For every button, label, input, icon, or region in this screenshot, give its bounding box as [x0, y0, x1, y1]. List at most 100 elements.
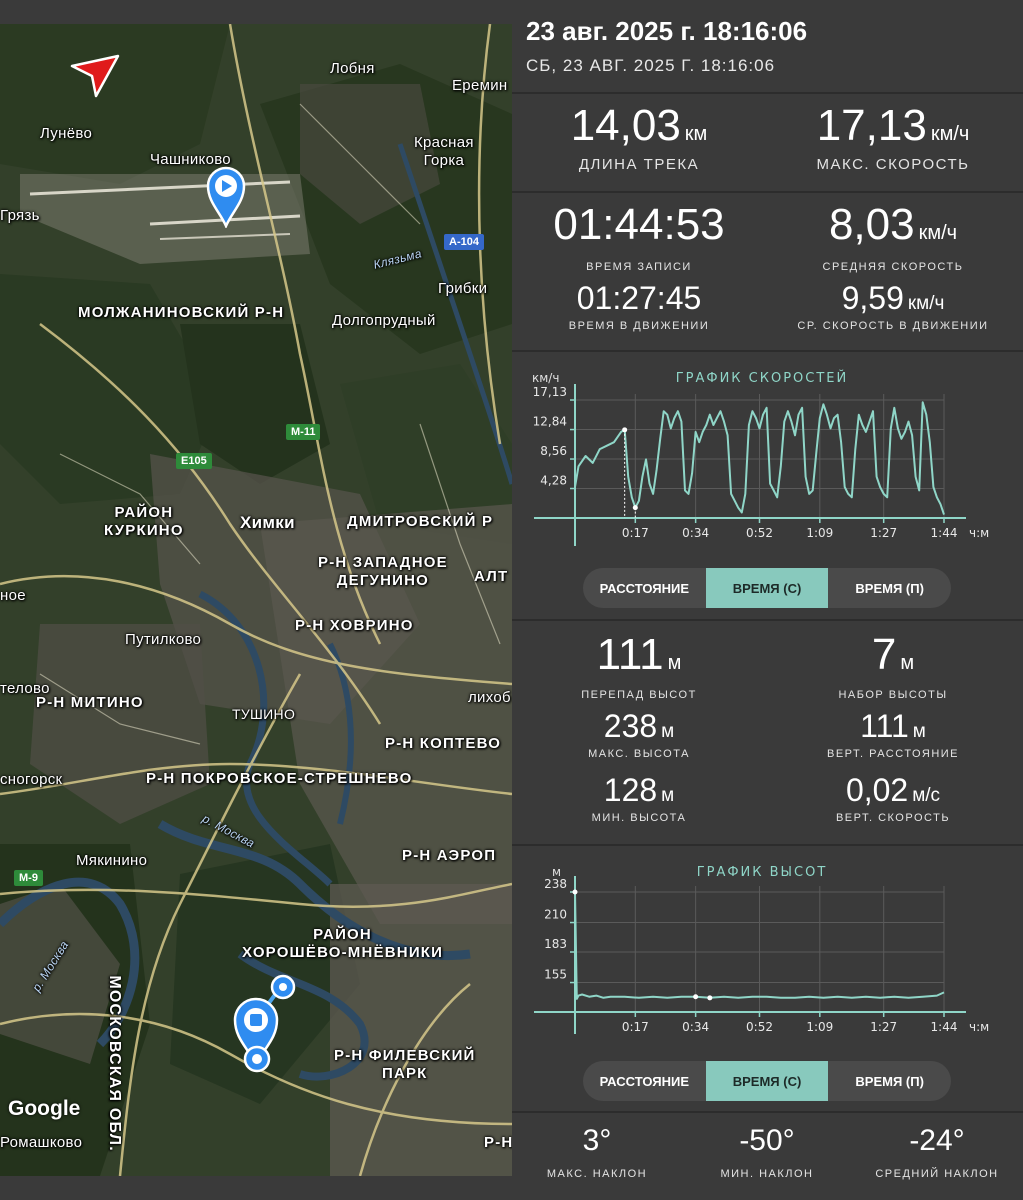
- google-logo: Google: [8, 1097, 81, 1120]
- divider: [512, 619, 1023, 621]
- y-tick-label: 183: [544, 937, 567, 951]
- min-slope-label: МИН. НАКЛОН: [720, 1168, 814, 1180]
- map-label-myakinino: Мякинино: [76, 852, 148, 869]
- y-tick-label: 17,13: [533, 385, 567, 399]
- divider: [512, 92, 1023, 94]
- map-label-tushino: ТУШИНО: [232, 706, 296, 722]
- stat-max-elevation: 238 м МАКС. ВЫСОТА: [514, 710, 764, 760]
- chart-x-unit: ч:м: [969, 526, 989, 540]
- stat-max-slope: 3° МАКС. НАКЛОН: [512, 1124, 682, 1180]
- road-badge-a104: A-104: [444, 234, 484, 250]
- chart-marker-point: [707, 995, 713, 1001]
- map-label-romashkovo: Ромашково: [0, 1134, 83, 1151]
- vertical-distance-label: ВЕРТ. РАССТОЯНИЕ: [826, 748, 960, 760]
- stat-min-slope: -50° МИН. НАКЛОН: [682, 1124, 852, 1180]
- speed-tab-time-moving[interactable]: ВРЕМЯ (П): [855, 580, 924, 596]
- stat-min-elevation: 128 м МИН. ВЫСОТА: [514, 774, 764, 824]
- stop-marker-icon[interactable]: [233, 997, 279, 1067]
- map-label-khimki: Химки: [240, 513, 295, 532]
- track-point-marker-icon[interactable]: [270, 974, 296, 1000]
- map-label-lobnya: Лобня: [330, 60, 375, 77]
- avg-speed-label: СРЕДНЯЯ СКОРОСТЬ: [822, 261, 964, 273]
- track-end-point-icon[interactable]: [243, 1045, 271, 1073]
- avg-slope-label: СРЕДНИЙ НАКЛОН: [875, 1168, 999, 1180]
- x-tick-label: 0:52: [746, 1020, 773, 1034]
- map-label-aerop: Р-Н АЭРОП: [402, 847, 497, 864]
- speed-tab-distance[interactable]: РАССТОЯНИЕ: [599, 580, 690, 596]
- min-elevation-unit: м: [661, 785, 675, 806]
- map-label-gryaz: Грязь: [0, 207, 40, 224]
- vertical-speed-unit: м/с: [912, 785, 941, 806]
- avg-speed-value: 8,03: [828, 200, 915, 249]
- road-badge-m11: M-11: [286, 424, 321, 440]
- elevation-gain-label: НАБОР ВЫСОТЫ: [838, 689, 948, 701]
- avg-moving-speed-value: 9,59: [841, 280, 904, 316]
- elevation-tab-time-moving[interactable]: ВРЕМЯ (П): [855, 1073, 924, 1089]
- track-datetime-subtitle: СБ, 23 АВГ. 2025 Г. 18:16:06: [526, 56, 776, 75]
- speed-chart[interactable]: ГРАФИК СКОРОСТЕЙ км/ч 0:17 0:34 0:52 1:09 1:27…: [512, 360, 1023, 560]
- chart-title: ГРАФИК СКОРОСТЕЙ: [676, 370, 849, 386]
- avg-slope-value: -24°: [909, 1124, 965, 1157]
- elevation-diff-unit: м: [667, 652, 682, 674]
- max-speed-value: 17,13: [816, 101, 927, 150]
- speed-tab-time-total[interactable]: ВРЕМЯ (С): [705, 568, 829, 608]
- speed-chart-svg[interactable]: ГРАФИК СКОРОСТЕЙ км/ч 0:17 0:34 0:52 1:09 1:27…: [512, 360, 1023, 560]
- x-tick-label: 0:52: [746, 526, 773, 540]
- elevation-tab-distance[interactable]: РАССТОЯНИЕ: [599, 1073, 690, 1089]
- map-label-khovrino: Р-Н ХОВРИНО: [295, 617, 414, 634]
- avg-moving-speed-unit: км/ч: [907, 293, 945, 314]
- max-elevation-unit: м: [661, 721, 675, 742]
- stat-elevation-diff: 111 м ПЕРЕПАД ВЫСОТ: [514, 630, 764, 702]
- vertical-speed-value: 0,02: [845, 772, 909, 808]
- navigation-arrow-icon[interactable]: [70, 54, 122, 98]
- map-label-lunevo: Лунёво: [40, 125, 93, 142]
- start-marker-icon[interactable]: [206, 166, 246, 228]
- elevation-gain-value: 7: [871, 630, 897, 679]
- stat-vertical-speed: 0,02 м/с ВЕРТ. СКОРОСТЬ: [768, 774, 1018, 824]
- elevation-diff-label: ПЕРЕПАД ВЫСОТ: [581, 689, 697, 701]
- track-length-unit: км: [684, 123, 708, 145]
- chart-x-unit: ч:м: [969, 1020, 989, 1034]
- divider: [512, 844, 1023, 846]
- map-label-mitino: Р-Н МИТИНО: [36, 694, 144, 711]
- map-label-pokrovskoe-streshnevo: Р-Н ПОКРОВСКОЕ-СТРЕШНЕВО: [146, 770, 413, 787]
- stat-vertical-distance: 111 м ВЕРТ. РАССТОЯНИЕ: [768, 710, 1018, 760]
- moving-time-label: ВРЕМЯ В ДВИЖЕНИИ: [568, 320, 710, 332]
- map-label-alt: АЛТ: [474, 568, 509, 585]
- map-label-likhob: лихоб: [468, 689, 511, 706]
- max-elevation-label: МАКС. ВЫСОТА: [588, 748, 690, 760]
- map-view[interactable]: Лобня Еремин Лунёво Чашниково Красная Го…: [0, 24, 512, 1176]
- elevation-chart-svg[interactable]: ГРАФИК ВЫСОТ м 0:17 0:34 0:52 1:09 1:27 1:44 ч:м…: [512, 854, 1023, 1054]
- vertical-distance-value: 111: [860, 708, 909, 744]
- map-label-snogorsk: сногорск: [0, 771, 63, 788]
- satellite-map-background: [0, 24, 512, 1176]
- chart-y-unit: км/ч: [532, 371, 559, 385]
- chart-marker-point: [572, 889, 578, 895]
- elevation-chart[interactable]: ГРАФИК ВЫСОТ м 0:17 0:34 0:52 1:09 1:27 1:44 ч:м…: [512, 854, 1023, 1054]
- record-time-label: ВРЕМЯ ЗАПИСИ: [586, 261, 692, 273]
- y-tick-label: 238: [544, 877, 567, 891]
- x-tick-label: 1:09: [806, 1020, 833, 1034]
- map-label-noe: ное: [0, 587, 26, 604]
- divider: [512, 191, 1023, 193]
- x-tick-label: 1:44: [931, 526, 958, 540]
- y-tick-label: 12,84: [533, 415, 567, 429]
- x-tick-label: 1:27: [870, 1020, 897, 1034]
- y-tick-label: 4,28: [540, 474, 567, 488]
- stat-avg-slope: -24° СРЕДНИЙ НАКЛОН: [852, 1124, 1022, 1180]
- map-label-molzhaninovsky: МОЛЖАНИНОВСКИЙ Р-Н: [78, 304, 285, 321]
- map-label-telovo: телово: [0, 680, 50, 697]
- elevation-diff-value: 111: [596, 630, 664, 679]
- elevation-tab-time-total[interactable]: ВРЕМЯ (С): [705, 1061, 829, 1101]
- map-label-khoroshevo: РАЙОН ХОРОШЁВО-МНЁВНИКИ: [242, 926, 444, 961]
- min-elevation-value: 128: [603, 772, 658, 808]
- avg-speed-unit: км/ч: [918, 222, 958, 244]
- x-tick-label: 0:34: [682, 526, 709, 540]
- divider: [512, 350, 1023, 352]
- max-elevation-value: 238: [603, 708, 658, 744]
- chart-title: ГРАФИК ВЫСОТ: [697, 865, 828, 880]
- track-length-value: 14,03: [570, 101, 681, 150]
- chart-series-line: [574, 401, 945, 515]
- vertical-distance-unit: м: [912, 721, 926, 742]
